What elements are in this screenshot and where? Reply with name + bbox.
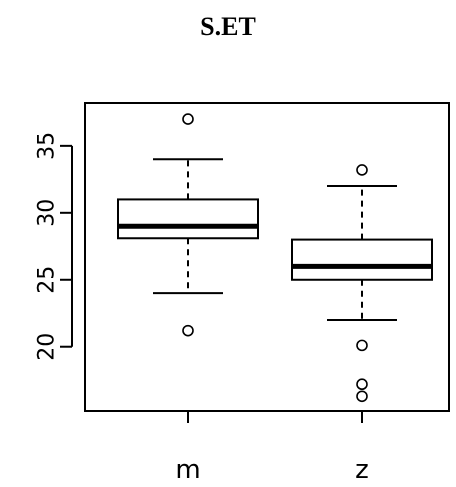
outlier-point [356, 164, 368, 176]
y-tick-label: 30 [35, 199, 60, 227]
iqr-box [117, 198, 259, 240]
outlier-point [356, 390, 368, 403]
plot-frame [84, 102, 450, 412]
box-z [291, 164, 433, 403]
outlier-point [182, 324, 194, 337]
y-tick-label: 20 [35, 333, 60, 361]
iqr-box [291, 238, 433, 281]
boxes [117, 113, 433, 403]
x-tick-label: z [355, 455, 369, 485]
y-axis: 20 25 30 35 [35, 132, 73, 361]
y-tick-label: 35 [35, 132, 60, 160]
box-m [117, 113, 259, 337]
y-tick-label: 25 [35, 266, 60, 294]
chart-title: S.ET [200, 12, 256, 41]
outlier-point [356, 339, 368, 352]
outlier-point [356, 378, 368, 391]
outlier-point [182, 113, 194, 125]
x-tick-label: m [175, 455, 200, 485]
